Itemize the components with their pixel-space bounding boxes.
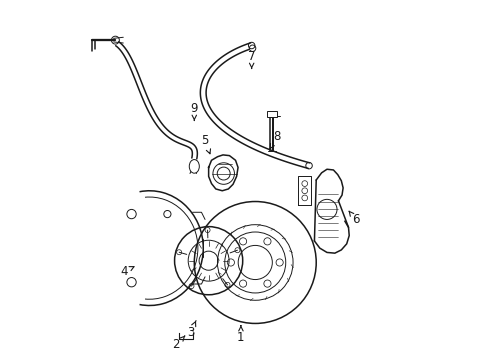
Text: 2: 2 [172,336,184,351]
Circle shape [249,45,255,51]
Text: 9: 9 [190,102,198,120]
Text: 6: 6 [348,211,359,226]
Text: 7: 7 [247,50,255,68]
Text: 3: 3 [186,321,196,339]
Text: 5: 5 [201,134,210,154]
Text: 8: 8 [269,130,280,149]
Ellipse shape [189,159,199,173]
Text: 1: 1 [237,326,244,344]
Text: 4: 4 [121,265,134,278]
Bar [266,111,276,117]
